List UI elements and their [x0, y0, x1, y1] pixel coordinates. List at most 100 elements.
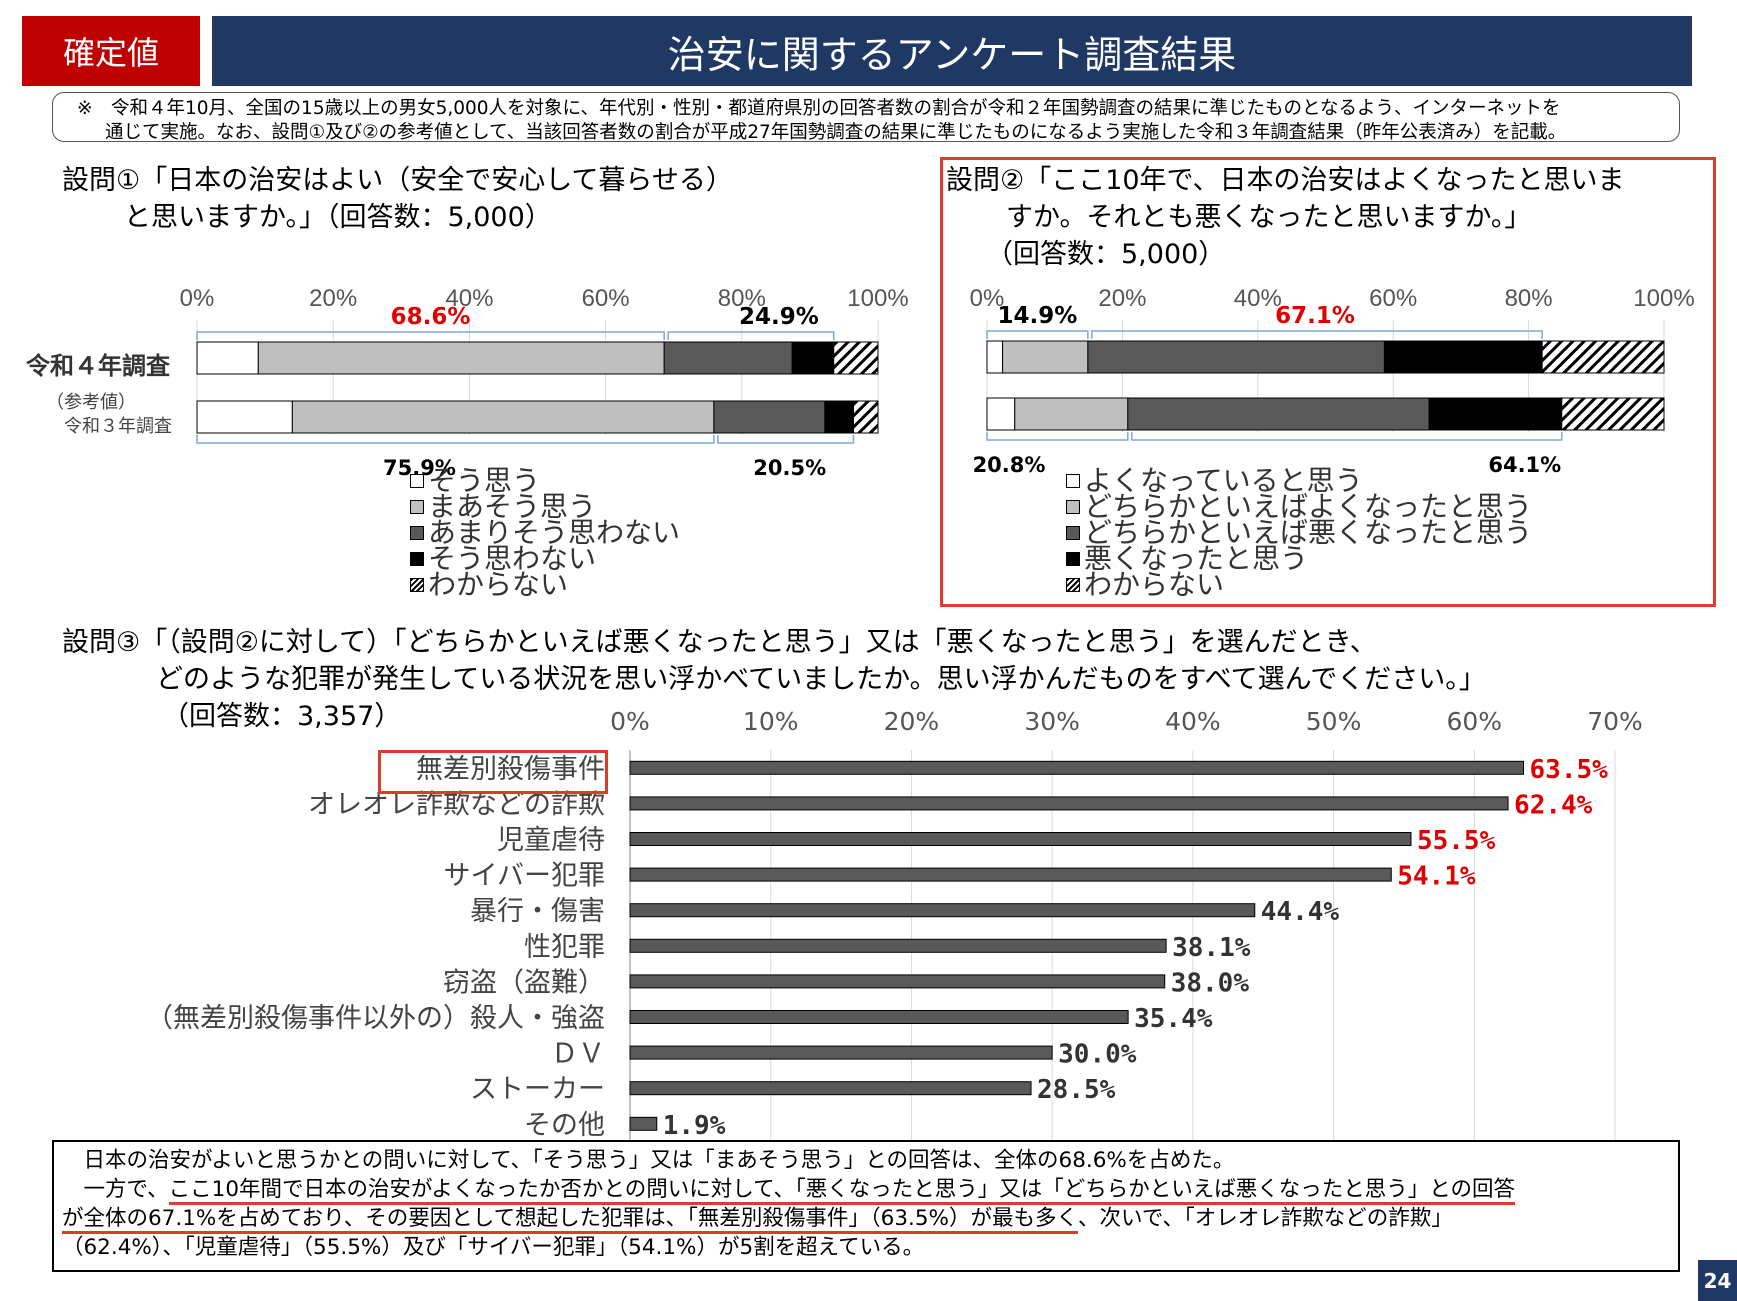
bar	[629, 1010, 1129, 1024]
survey-note-line1: ※ 令和４年10月、全国の15歳以上の男女5,000人を対象に、年代別・性別・都…	[77, 98, 1561, 119]
category-label: サイバー犯罪	[444, 861, 605, 892]
survey-note-line2: 通じて実施。なお、設問①及び②の参考値として、当該回答者数の割合が平成27年国勢…	[105, 122, 1567, 143]
data-label: 35.4%	[1134, 1004, 1213, 1034]
q3-title-line1: 設問③「（設問②に対して）「どちらかといえば悪くなったと思う」又は「悪くなったと…	[62, 627, 1377, 658]
bar-segment	[824, 400, 854, 434]
bar-segment	[257, 341, 665, 375]
q2-legend-item: 悪くなったと思う	[1066, 542, 1532, 575]
bar	[629, 1081, 1032, 1096]
x-tick-label: 20%	[884, 707, 940, 736]
bar-segment	[1383, 340, 1543, 374]
bar	[629, 974, 1166, 989]
x-tick-label: 100%	[847, 285, 908, 312]
category-label: 児童虐待	[497, 825, 605, 856]
group-label-top-negative: 67.1%	[1275, 303, 1355, 329]
x-tick-label: 60%	[1446, 707, 1502, 736]
summary-line2: 一方で、ここ10年間で日本の治安がよくなったか否かとの問いに対して、「悪くなった…	[62, 1175, 1670, 1205]
data-label: 1.9%	[663, 1111, 726, 1141]
q1-row2-label-a: （参考値）	[46, 392, 136, 413]
q2-legend-label: わからない	[1084, 568, 1225, 601]
x-tick-label: 0%	[610, 707, 650, 736]
summary-line3-b: 、次いで、「オレオレ詐欺などの詐欺」	[1077, 1206, 1453, 1231]
survey-note: ※ 令和４年10月、全国の15歳以上の男女5,000人を対象に、年代別・性別・都…	[52, 92, 1680, 143]
bar	[629, 903, 1256, 918]
data-label: 38.0%	[1171, 968, 1250, 998]
legend-swatch-black	[410, 552, 424, 566]
bracket-top-positive	[196, 331, 665, 340]
data-label: 62.4%	[1514, 790, 1593, 820]
summary-line3-a: が全体の67.1%を占めており、その要因として想起した犯罪は、「無差別殺傷事件」…	[62, 1206, 1078, 1234]
x-tick-label: 0%	[970, 285, 1005, 312]
bracket-bottom-negative	[717, 435, 855, 444]
x-tick-label: 100%	[1633, 285, 1694, 312]
bracket-top-negative	[1091, 330, 1543, 339]
category-label: オレオレ詐欺などの詐欺	[308, 789, 605, 820]
bar-segment	[1002, 340, 1089, 374]
q2-legend-item: よくなっていると思う	[1066, 467, 1532, 495]
summary-line1: 日本の治安がよいと思うかとの問いに対して、「そう思う」又は「まあそう思う」との回…	[62, 1148, 1235, 1173]
q2-title-line1: 設問②「ここ10年で、日本の治安はよくなったと思いま	[946, 165, 1625, 196]
q1-row2-label-b: 令和３年調査	[64, 416, 172, 437]
bar-segment	[791, 341, 835, 375]
q2-legend-item: わからない	[1066, 568, 1532, 601]
data-label: 55.5%	[1417, 826, 1496, 856]
category-label: ＤＶ	[551, 1039, 605, 1070]
group-label-top-positive: 68.6%	[391, 304, 471, 330]
data-label: 44.4%	[1261, 897, 1340, 927]
summary-line2-a: 一方で、	[62, 1177, 169, 1202]
bar-segment	[1127, 397, 1430, 431]
data-label: 38.1%	[1172, 933, 1251, 963]
bracket-top-negative	[667, 331, 835, 340]
category-label: 窃盗（盗難）	[443, 967, 605, 998]
bracket-bottom-negative	[1131, 432, 1563, 441]
bar-segment	[196, 400, 293, 434]
bar-segment	[291, 400, 715, 434]
data-label: 63.5%	[1530, 755, 1609, 785]
bar-segment	[986, 397, 1016, 431]
bar-segment	[1561, 397, 1665, 431]
group-label-bottom-negative: 64.1%	[1488, 453, 1561, 477]
q2-legend-label: 悪くなったと思う	[1084, 542, 1309, 575]
q1-title-line1: 設問①「日本の治安はよい（安全で安心して暮らせる）	[62, 165, 733, 196]
q2-title: 設問②「ここ10年で、日本の治安はよくなったと思いま すか。それとも悪くなったと…	[946, 162, 1624, 273]
q1-legend-label: まあそう思う	[428, 490, 597, 523]
q1-legend-label: そう思わない	[428, 542, 597, 575]
x-tick-label: 80%	[718, 285, 766, 312]
category-label: その他	[524, 1110, 605, 1141]
x-tick-label: 80%	[1505, 285, 1553, 312]
q1-row1-label: 令和４年調査	[26, 352, 170, 380]
x-tick-label: 40%	[1234, 285, 1282, 312]
data-label: 54.1%	[1397, 862, 1476, 892]
x-tick-label: 40%	[445, 285, 493, 312]
bar-segment	[196, 341, 259, 375]
bracket-top-positive	[986, 330, 1089, 339]
q1-title: 設問①「日本の治安はよい（安全で安心して暮らせる） と思いますか。」（回答数：5…	[62, 162, 733, 236]
group-label-bottom-negative: 20.5%	[753, 456, 826, 480]
x-tick-label: 0%	[180, 285, 215, 312]
x-tick-label: 40%	[1165, 707, 1221, 736]
q3-top-category-highlight	[378, 750, 608, 794]
bracket-bottom-positive	[986, 432, 1129, 441]
summary-line3: が全体の67.1%を占めており、その要因として想起した犯罪は、「無差別殺傷事件」…	[62, 1204, 1670, 1234]
q1-legend: そう思う まあそう思う あまりそう思わない そう思わない わからない	[410, 467, 680, 599]
q1-title-line2: と思いますか。」（回答数：5,000）	[124, 202, 552, 233]
q2-title-line3: （回答数：5,000）	[986, 239, 1226, 270]
group-label-top-negative: 24.9%	[739, 304, 819, 330]
q2-legend-item: どちらかといえばよくなったと思う	[1066, 493, 1532, 521]
summary-line4: （62.4%）、「児童虐待」（55.5%）及び「サイバー犯罪」（54.1%）が5…	[62, 1235, 925, 1260]
legend-swatch-white	[410, 474, 424, 488]
q1-legend-item: そう思わない	[410, 542, 680, 575]
x-tick-label: 60%	[1369, 285, 1417, 312]
bar	[629, 867, 1392, 882]
legend-swatch-black	[1066, 552, 1080, 566]
x-tick-label: 20%	[1098, 285, 1146, 312]
legend-swatch-white	[1066, 474, 1080, 488]
q1-legend-item: あまりそう思わない	[410, 519, 680, 547]
bar	[629, 1045, 1053, 1060]
status-badge: 確定値	[22, 16, 200, 86]
data-label: 30.0%	[1058, 1040, 1137, 1070]
x-tick-label: 50%	[1306, 707, 1362, 736]
bar-segment	[663, 341, 793, 375]
